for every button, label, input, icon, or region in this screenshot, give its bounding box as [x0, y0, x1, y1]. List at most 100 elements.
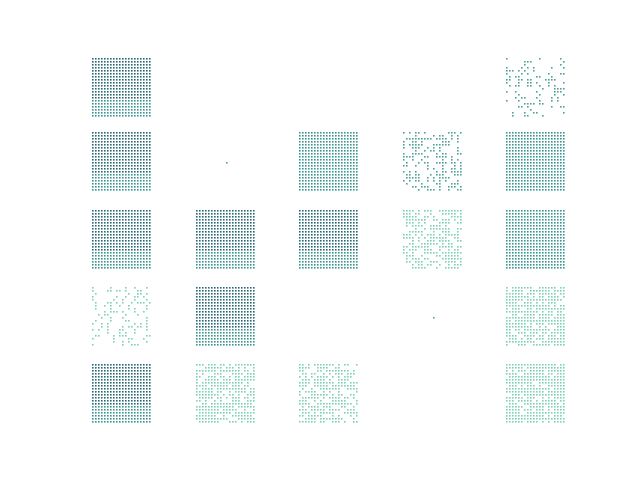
dot-mark — [95, 112, 97, 114]
dot-mark — [436, 267, 438, 269]
dot-mark — [244, 240, 246, 242]
dot-mark — [542, 255, 544, 257]
dot-mark — [548, 290, 550, 292]
dot-mark — [140, 255, 142, 257]
dot-mark — [92, 367, 94, 369]
dot-mark — [250, 213, 252, 215]
dot-mark — [122, 376, 124, 378]
dot-mark — [350, 138, 352, 140]
dot-mark — [220, 314, 222, 316]
dot-mark — [226, 237, 228, 239]
dot-mark — [563, 293, 565, 295]
dot-mark — [92, 370, 94, 372]
dot-mark — [563, 240, 565, 242]
dot-mark — [518, 305, 520, 307]
dot-mark — [104, 150, 106, 152]
dot-mark — [113, 61, 115, 63]
dot-mark — [146, 264, 148, 266]
dot-mark — [146, 177, 148, 179]
dot-mark — [146, 150, 148, 152]
dot-mark — [548, 246, 550, 248]
dot-mark — [250, 326, 252, 328]
dot-mark — [122, 326, 124, 328]
dot-mark — [110, 376, 112, 378]
dot-mark — [344, 168, 346, 170]
dot-mark — [92, 287, 94, 289]
dot-mark — [140, 267, 142, 269]
dot-mark — [122, 400, 124, 402]
dot-mark — [122, 153, 124, 155]
dot-mark — [125, 287, 127, 289]
dot-mark — [122, 302, 124, 304]
dot-mark — [506, 213, 508, 215]
dot-mark — [205, 267, 207, 269]
dot-mark — [356, 237, 358, 239]
dot-mark — [421, 219, 423, 221]
dot-mark — [512, 210, 514, 212]
dot-mark — [302, 189, 304, 191]
dot-mark — [338, 189, 340, 191]
dot-mark — [518, 94, 520, 96]
dot-mark — [101, 103, 103, 105]
dot-mark — [250, 302, 252, 304]
dot-mark — [235, 255, 237, 257]
dot-mark — [563, 219, 565, 221]
dot-mark — [524, 147, 526, 149]
dot-mark — [211, 249, 213, 251]
dot-mark — [104, 421, 106, 423]
dot-mark — [140, 64, 142, 66]
dot-mark — [104, 231, 106, 233]
dot-mark — [518, 186, 520, 188]
dot-mark — [110, 213, 112, 215]
dot-mark — [560, 267, 562, 269]
dot-mark — [506, 210, 508, 212]
dot-mark — [92, 64, 94, 66]
dot-mark — [113, 237, 115, 239]
dot-mark — [409, 255, 411, 257]
dot-mark — [518, 189, 520, 191]
dot-mark — [320, 144, 322, 146]
dot-mark — [107, 82, 109, 84]
dot-mark — [524, 222, 526, 224]
dot-mark — [235, 296, 237, 298]
dot-mark — [560, 186, 562, 188]
dot-mark — [563, 150, 565, 152]
dot-mark — [542, 335, 544, 337]
dot-mark — [554, 243, 556, 245]
dot-mark — [128, 103, 130, 105]
dot-mark — [149, 376, 151, 378]
dot-mark — [113, 222, 115, 224]
dot-mark — [140, 385, 142, 387]
dot-mark — [518, 147, 520, 149]
dot-mark — [247, 216, 249, 218]
dot-mark — [427, 189, 429, 191]
dot-mark — [524, 344, 526, 346]
dot-mark — [196, 308, 198, 310]
dot-mark — [548, 237, 550, 239]
dot-mark — [424, 249, 426, 251]
dot-mark — [521, 258, 523, 260]
dot-mark — [140, 91, 142, 93]
dot-mark — [232, 237, 234, 239]
dot-mark — [226, 326, 228, 328]
dot-mark — [527, 219, 529, 221]
dot-mark — [202, 287, 204, 289]
dot-mark — [557, 317, 559, 319]
dot-mark — [442, 213, 444, 215]
dot-mark — [551, 174, 553, 176]
dot-mark — [329, 153, 331, 155]
dot-mark — [92, 115, 94, 117]
dot-mark — [229, 246, 231, 248]
dot-mark — [95, 153, 97, 155]
dot-mark — [113, 171, 115, 173]
dot-mark — [551, 144, 553, 146]
dot-mark — [506, 341, 508, 343]
dot-mark — [125, 138, 127, 140]
dot-mark — [338, 180, 340, 182]
dot-mark — [92, 162, 94, 164]
dot-mark — [205, 243, 207, 245]
dot-mark — [107, 85, 109, 87]
dot-mark — [524, 231, 526, 233]
dot-mark — [223, 314, 225, 316]
dot-mark — [116, 234, 118, 236]
